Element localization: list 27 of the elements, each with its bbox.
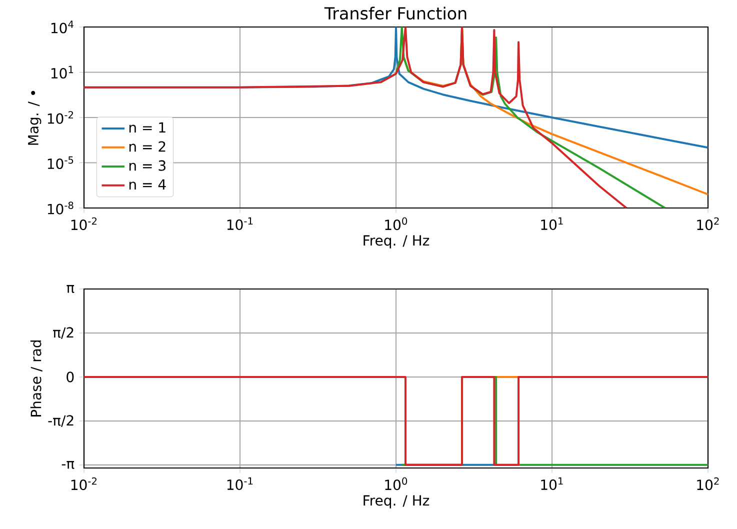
x-tick-label: 10$^{2}$ bbox=[697, 477, 719, 490]
x-tick-label: 10$^{2}$ bbox=[697, 217, 719, 230]
y-tick-label: 10$^{1}$ bbox=[51, 66, 74, 79]
y-tick-label: π/2 bbox=[53, 327, 74, 339]
y-tick-label: -π bbox=[62, 461, 74, 469]
legend-label: n = 3 bbox=[129, 160, 166, 171]
x-tick-label: 10$^{1}$ bbox=[541, 477, 563, 490]
y-tick-label: 10$^{-2}$ bbox=[48, 111, 73, 124]
y-tick-label: 10$^{4}$ bbox=[51, 20, 74, 34]
y-tick-label: -π/2 bbox=[48, 415, 74, 427]
chart-title: Transfer Function bbox=[324, 6, 466, 20]
legend-label: n = 4 bbox=[129, 179, 166, 190]
y-tick-label: 0 bbox=[66, 372, 74, 382]
x-axis-title: Freq. / Hz bbox=[364, 235, 430, 248]
y-tick-label: 10$^{-5}$ bbox=[48, 156, 74, 170]
x-tick-label: 10$^{0}$ bbox=[385, 477, 408, 490]
x-tick-label: 10$^{-1}$ bbox=[227, 217, 253, 230]
x-tick-label: 10$^{-1}$ bbox=[227, 477, 253, 490]
y-tick-label: 10$^{-8}$ bbox=[48, 202, 74, 214]
x-tick-label: 10$^{0}$ bbox=[385, 217, 408, 230]
legend-label: n = 1 bbox=[129, 122, 166, 133]
x-axis-title: Freq. / Hz bbox=[364, 495, 430, 508]
y-axis-title: Mag. / • bbox=[28, 90, 42, 145]
legend-label: n = 2 bbox=[129, 141, 166, 152]
y-tick-label: π bbox=[66, 285, 74, 293]
x-tick-label: 10$^{1}$ bbox=[541, 217, 563, 230]
y-axis-title: Phase / rad bbox=[30, 340, 42, 416]
